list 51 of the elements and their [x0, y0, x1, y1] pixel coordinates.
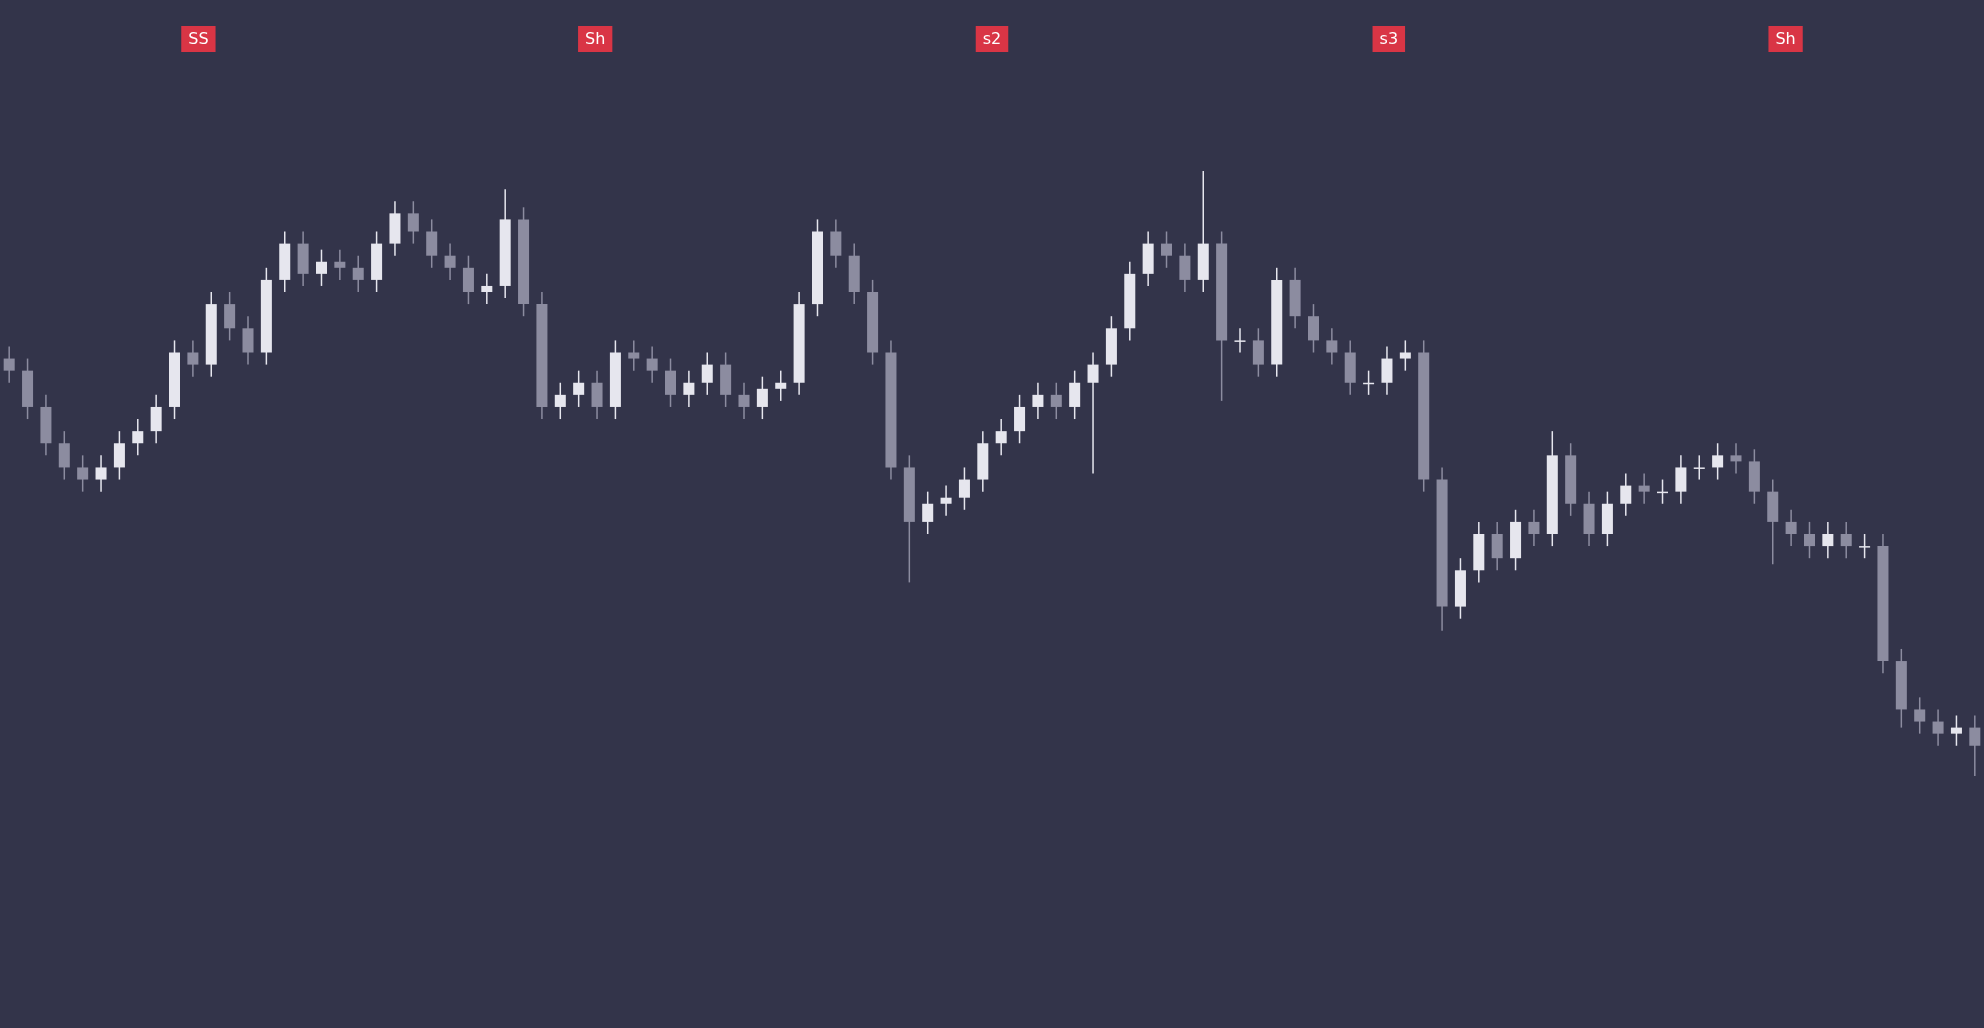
candlestick — [1969, 714, 1981, 777]
candlestick — [1620, 472, 1632, 517]
candlestick — [1234, 327, 1246, 354]
candlestick — [1399, 339, 1411, 372]
candlestick — [995, 418, 1007, 457]
candlestick — [1840, 521, 1852, 559]
candlestick — [1785, 509, 1797, 547]
candlestick — [1326, 327, 1338, 366]
candlestick — [187, 339, 199, 378]
candlestick — [1638, 472, 1650, 505]
candlestick — [1730, 442, 1742, 475]
candlestick — [554, 382, 566, 420]
text: SS — [188, 29, 209, 49]
candlestick — [646, 345, 658, 384]
candlestick — [77, 454, 89, 493]
text: s2 — [982, 29, 1002, 49]
candlestick — [1712, 442, 1724, 481]
text: s3 — [1379, 29, 1399, 49]
candlestick — [756, 375, 768, 420]
candlestick — [3, 345, 15, 384]
candlestick — [1032, 382, 1044, 420]
candlestick — [683, 369, 695, 408]
candlestick — [922, 490, 934, 535]
candlestick — [1822, 521, 1834, 559]
candlestick — [444, 242, 456, 281]
candlestick — [775, 369, 787, 402]
candlestick — [1932, 708, 1944, 747]
text: Sh — [585, 29, 606, 49]
candlestick — [701, 351, 713, 396]
candlestick — [481, 273, 493, 305]
candlestick — [1693, 454, 1705, 481]
candlestick — [1050, 382, 1062, 420]
candlestick — [573, 369, 585, 408]
candlestick — [334, 248, 346, 281]
candlestick — [940, 484, 952, 517]
candlestick — [407, 200, 419, 245]
candlestick — [1528, 509, 1540, 547]
candlestick — [738, 382, 750, 420]
candlestick — [628, 339, 640, 372]
candlestick — [315, 248, 327, 287]
candlestick — [1950, 714, 1962, 747]
candlestick — [132, 418, 144, 457]
text: Sh — [1775, 29, 1796, 49]
candlestick — [1859, 533, 1871, 559]
candlestick — [958, 466, 970, 511]
candlestick — [1803, 521, 1815, 559]
candlestick — [95, 454, 107, 493]
candlestick — [352, 254, 364, 293]
candlestick — [1161, 230, 1173, 269]
candlestick — [1914, 696, 1926, 735]
candlestick — [1087, 351, 1099, 475]
